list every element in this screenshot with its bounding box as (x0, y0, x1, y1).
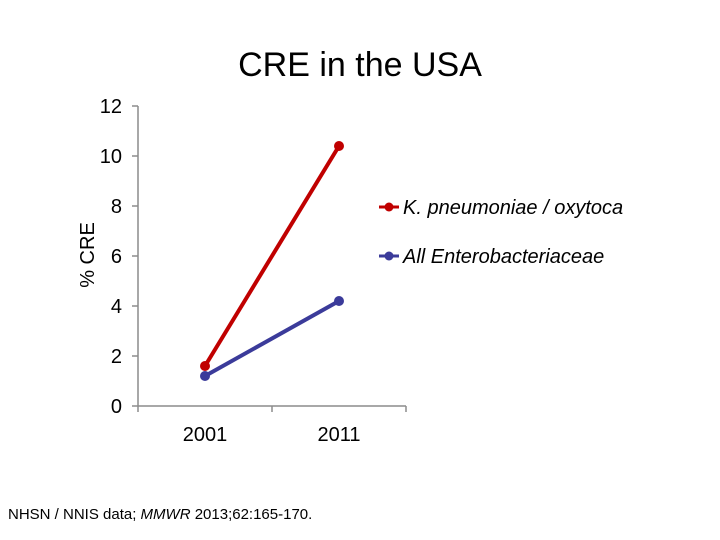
legend-swatch-marker (384, 202, 394, 212)
y-tick-label: 10 (100, 146, 122, 168)
legend-label: All Enterobacteriaceae (402, 246, 604, 268)
x-axis-ticks: 2001 2011 (137, 406, 407, 446)
data-point (334, 141, 344, 151)
y-axis-label: % CRE (77, 222, 99, 288)
footnote: NHSN / NNIS data; MMWR 2013;62:165-170. (8, 506, 312, 523)
legend-swatch-marker (384, 251, 394, 261)
y-tick-label: 4 (111, 296, 122, 318)
legend-label: K. pneumoniae / oxytoca (403, 197, 623, 219)
y-tick-label: 2 (111, 346, 122, 368)
series-layer (200, 141, 344, 381)
data-point (334, 296, 344, 306)
y-axis-ticks: 0 2 4 6 8 10 12 (100, 96, 138, 418)
legend: K. pneumoniae / oxytoca All Enterobacteri… (379, 197, 623, 268)
footnote-suffix: 2013;62:165-170. (190, 506, 313, 523)
footnote-journal: MMWR (140, 506, 191, 523)
y-tick-label: 12 (100, 96, 122, 118)
footnote-prefix: NHSN / NNIS data; (8, 506, 141, 523)
x-tick-label: 2011 (317, 424, 360, 446)
data-point (200, 371, 210, 381)
y-tick-label: 0 (111, 396, 122, 418)
y-tick-label: 6 (111, 246, 122, 268)
chart-title: CRE in the USA (238, 46, 482, 84)
x-tick-label: 2001 (183, 424, 228, 446)
data-point (200, 361, 210, 371)
series-line-1 (203, 144, 341, 368)
series-line-2 (204, 299, 340, 378)
y-tick-label: 8 (111, 196, 122, 218)
